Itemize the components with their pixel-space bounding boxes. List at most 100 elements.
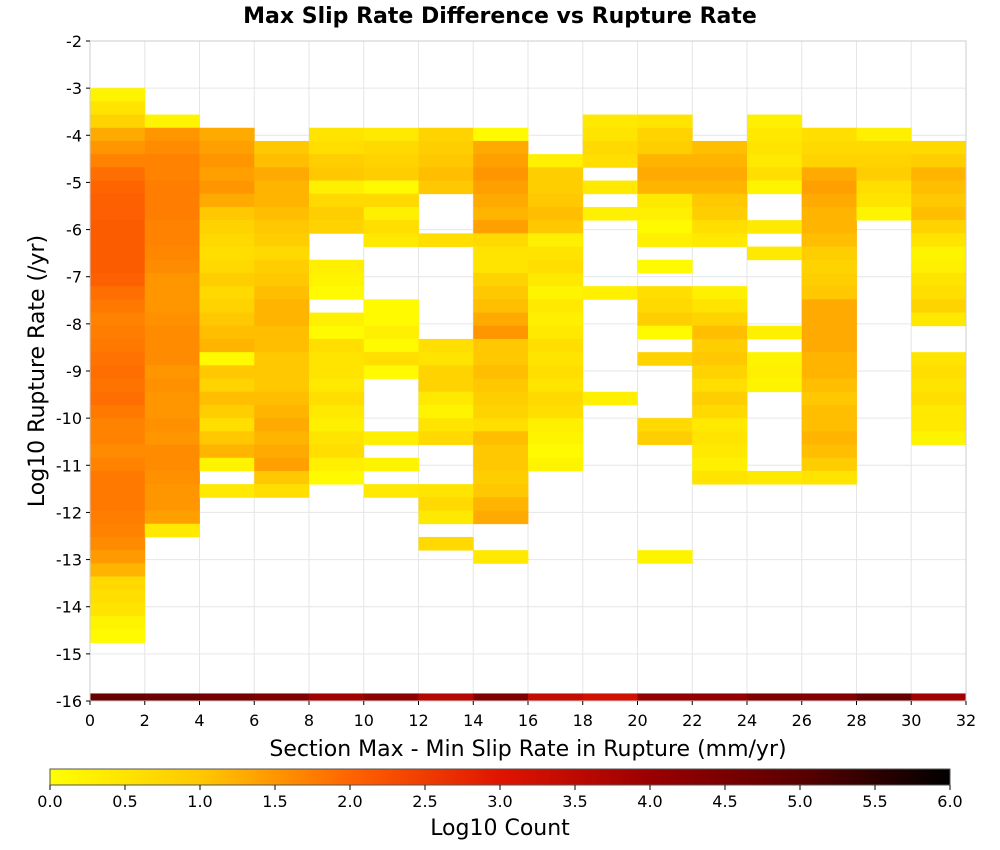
heatmap-cell — [801, 154, 857, 168]
heatmap-cell — [637, 259, 693, 274]
heatmap-cell — [144, 391, 200, 406]
heatmap-cell — [254, 140, 310, 155]
heatmap-cell — [144, 180, 200, 195]
heatmap-cell — [582, 154, 638, 168]
heatmap-cell — [747, 470, 803, 485]
heatmap-cell — [144, 325, 200, 340]
heatmap-cell — [473, 206, 529, 221]
heatmap-cell — [90, 589, 146, 604]
heatmap-cell — [473, 497, 529, 511]
heatmap-cell — [199, 167, 255, 181]
x-tick-label: 26 — [792, 711, 812, 730]
x-tick-label: 28 — [846, 711, 866, 730]
heatmap-cell — [90, 206, 146, 221]
heatmap-cell — [144, 299, 200, 313]
heatmap-cell — [90, 259, 146, 274]
heatmap-cell — [199, 272, 255, 287]
heatmap-cell — [144, 510, 200, 525]
y-tick-label: -3 — [66, 79, 82, 98]
heatmap-cell — [144, 338, 200, 353]
heatmap-cell — [528, 246, 584, 261]
heatmap-cell — [747, 127, 803, 142]
heatmap-cell — [90, 563, 146, 577]
heatmap-cell — [199, 365, 255, 379]
heatmap-cell — [582, 206, 638, 221]
heatmap-cell — [363, 154, 419, 168]
heatmap-cell — [363, 167, 419, 181]
heatmap-cell — [911, 233, 967, 247]
heatmap-cell — [801, 272, 857, 287]
heatmap-cell — [528, 378, 584, 393]
heatmap-cell — [911, 286, 967, 300]
x-tick-label: 16 — [518, 711, 538, 730]
heatmap-cell — [144, 404, 200, 419]
heatmap-cell — [473, 312, 529, 327]
heatmap-cell — [309, 154, 365, 168]
heatmap-cell — [637, 325, 693, 340]
marginal-cell — [418, 693, 474, 701]
heatmap-cell — [692, 325, 748, 340]
heatmap-cell — [473, 484, 529, 498]
heatmap-cell — [90, 391, 146, 406]
chart-title: Max Slip Rate Difference vs Rupture Rate — [243, 4, 757, 29]
heatmap-cell — [801, 312, 857, 327]
y-axis-ticks: -2 -3 -4 -5 -6 -7 -8 -9 -10 -11 -12 -13 -14 -15 -16 — [56, 32, 90, 711]
heatmap-cell — [528, 404, 584, 419]
colorbar-ticks: 0.0 0.5 1.0 1.5 2.0 2.5 3.0 3.5 4.0 4.5 5.0 5.5 6.0 — [37, 785, 963, 811]
heatmap-cell — [582, 391, 638, 406]
heatmap-cell — [801, 391, 857, 406]
heatmap-cell — [199, 457, 255, 472]
heatmap-cell — [199, 431, 255, 445]
heatmap-cell — [528, 299, 584, 313]
heatmap-cell — [199, 193, 255, 208]
heatmap-cell — [911, 140, 967, 155]
heatmap-cell — [473, 140, 529, 155]
heatmap-cell — [692, 418, 748, 432]
heatmap-cell — [199, 233, 255, 247]
heatmap-cell — [911, 418, 967, 432]
heatmap-cell — [747, 180, 803, 195]
x-tick-label: 24 — [737, 711, 757, 730]
x-tick-label: 30 — [901, 711, 921, 730]
heatmap-cell — [309, 312, 365, 327]
heatmap-cell — [473, 272, 529, 287]
heatmap-cell — [473, 233, 529, 247]
heatmap-cell — [363, 233, 419, 247]
heatmap-cell — [911, 312, 967, 327]
y-tick-label: -9 — [66, 362, 82, 381]
colorbar-tick-label: 5.0 — [787, 792, 812, 811]
heatmap-cell — [911, 259, 967, 274]
heatmap-cell — [199, 140, 255, 155]
heatmap-cell — [309, 457, 365, 472]
heatmap-cell — [582, 180, 638, 195]
y-tick-label: -11 — [56, 456, 82, 475]
heatmap-cell — [254, 299, 310, 313]
heatmap-cell — [90, 180, 146, 195]
heatmap-cell — [473, 338, 529, 353]
heatmap-cell — [801, 457, 857, 472]
heatmap-cell — [309, 391, 365, 406]
heatmap-cell — [309, 286, 365, 300]
heatmap-cell — [473, 352, 529, 366]
heatmap-cell — [309, 365, 365, 379]
heatmap-cell — [90, 272, 146, 287]
heatmap-cell — [692, 457, 748, 472]
heatmap-cell — [528, 220, 584, 234]
heatmap-cell — [199, 246, 255, 261]
y-tick-label: -15 — [56, 645, 82, 664]
heatmap-cell — [309, 325, 365, 340]
heatmap-cell — [911, 167, 967, 181]
marginal-cell — [473, 693, 529, 701]
colorbar-tick-label: 3.5 — [562, 792, 587, 811]
colorbar-label: Log10 Count — [430, 816, 570, 841]
heatmap-cell — [90, 286, 146, 300]
heatmap-cell — [309, 444, 365, 459]
heatmap-cell — [692, 404, 748, 419]
heatmap-cell — [309, 140, 365, 155]
heatmap-cell — [528, 154, 584, 168]
heatmap-cell — [90, 497, 146, 511]
heatmap-cell — [90, 114, 146, 129]
marginal-cell — [528, 693, 584, 701]
heatmap-cell — [144, 233, 200, 247]
